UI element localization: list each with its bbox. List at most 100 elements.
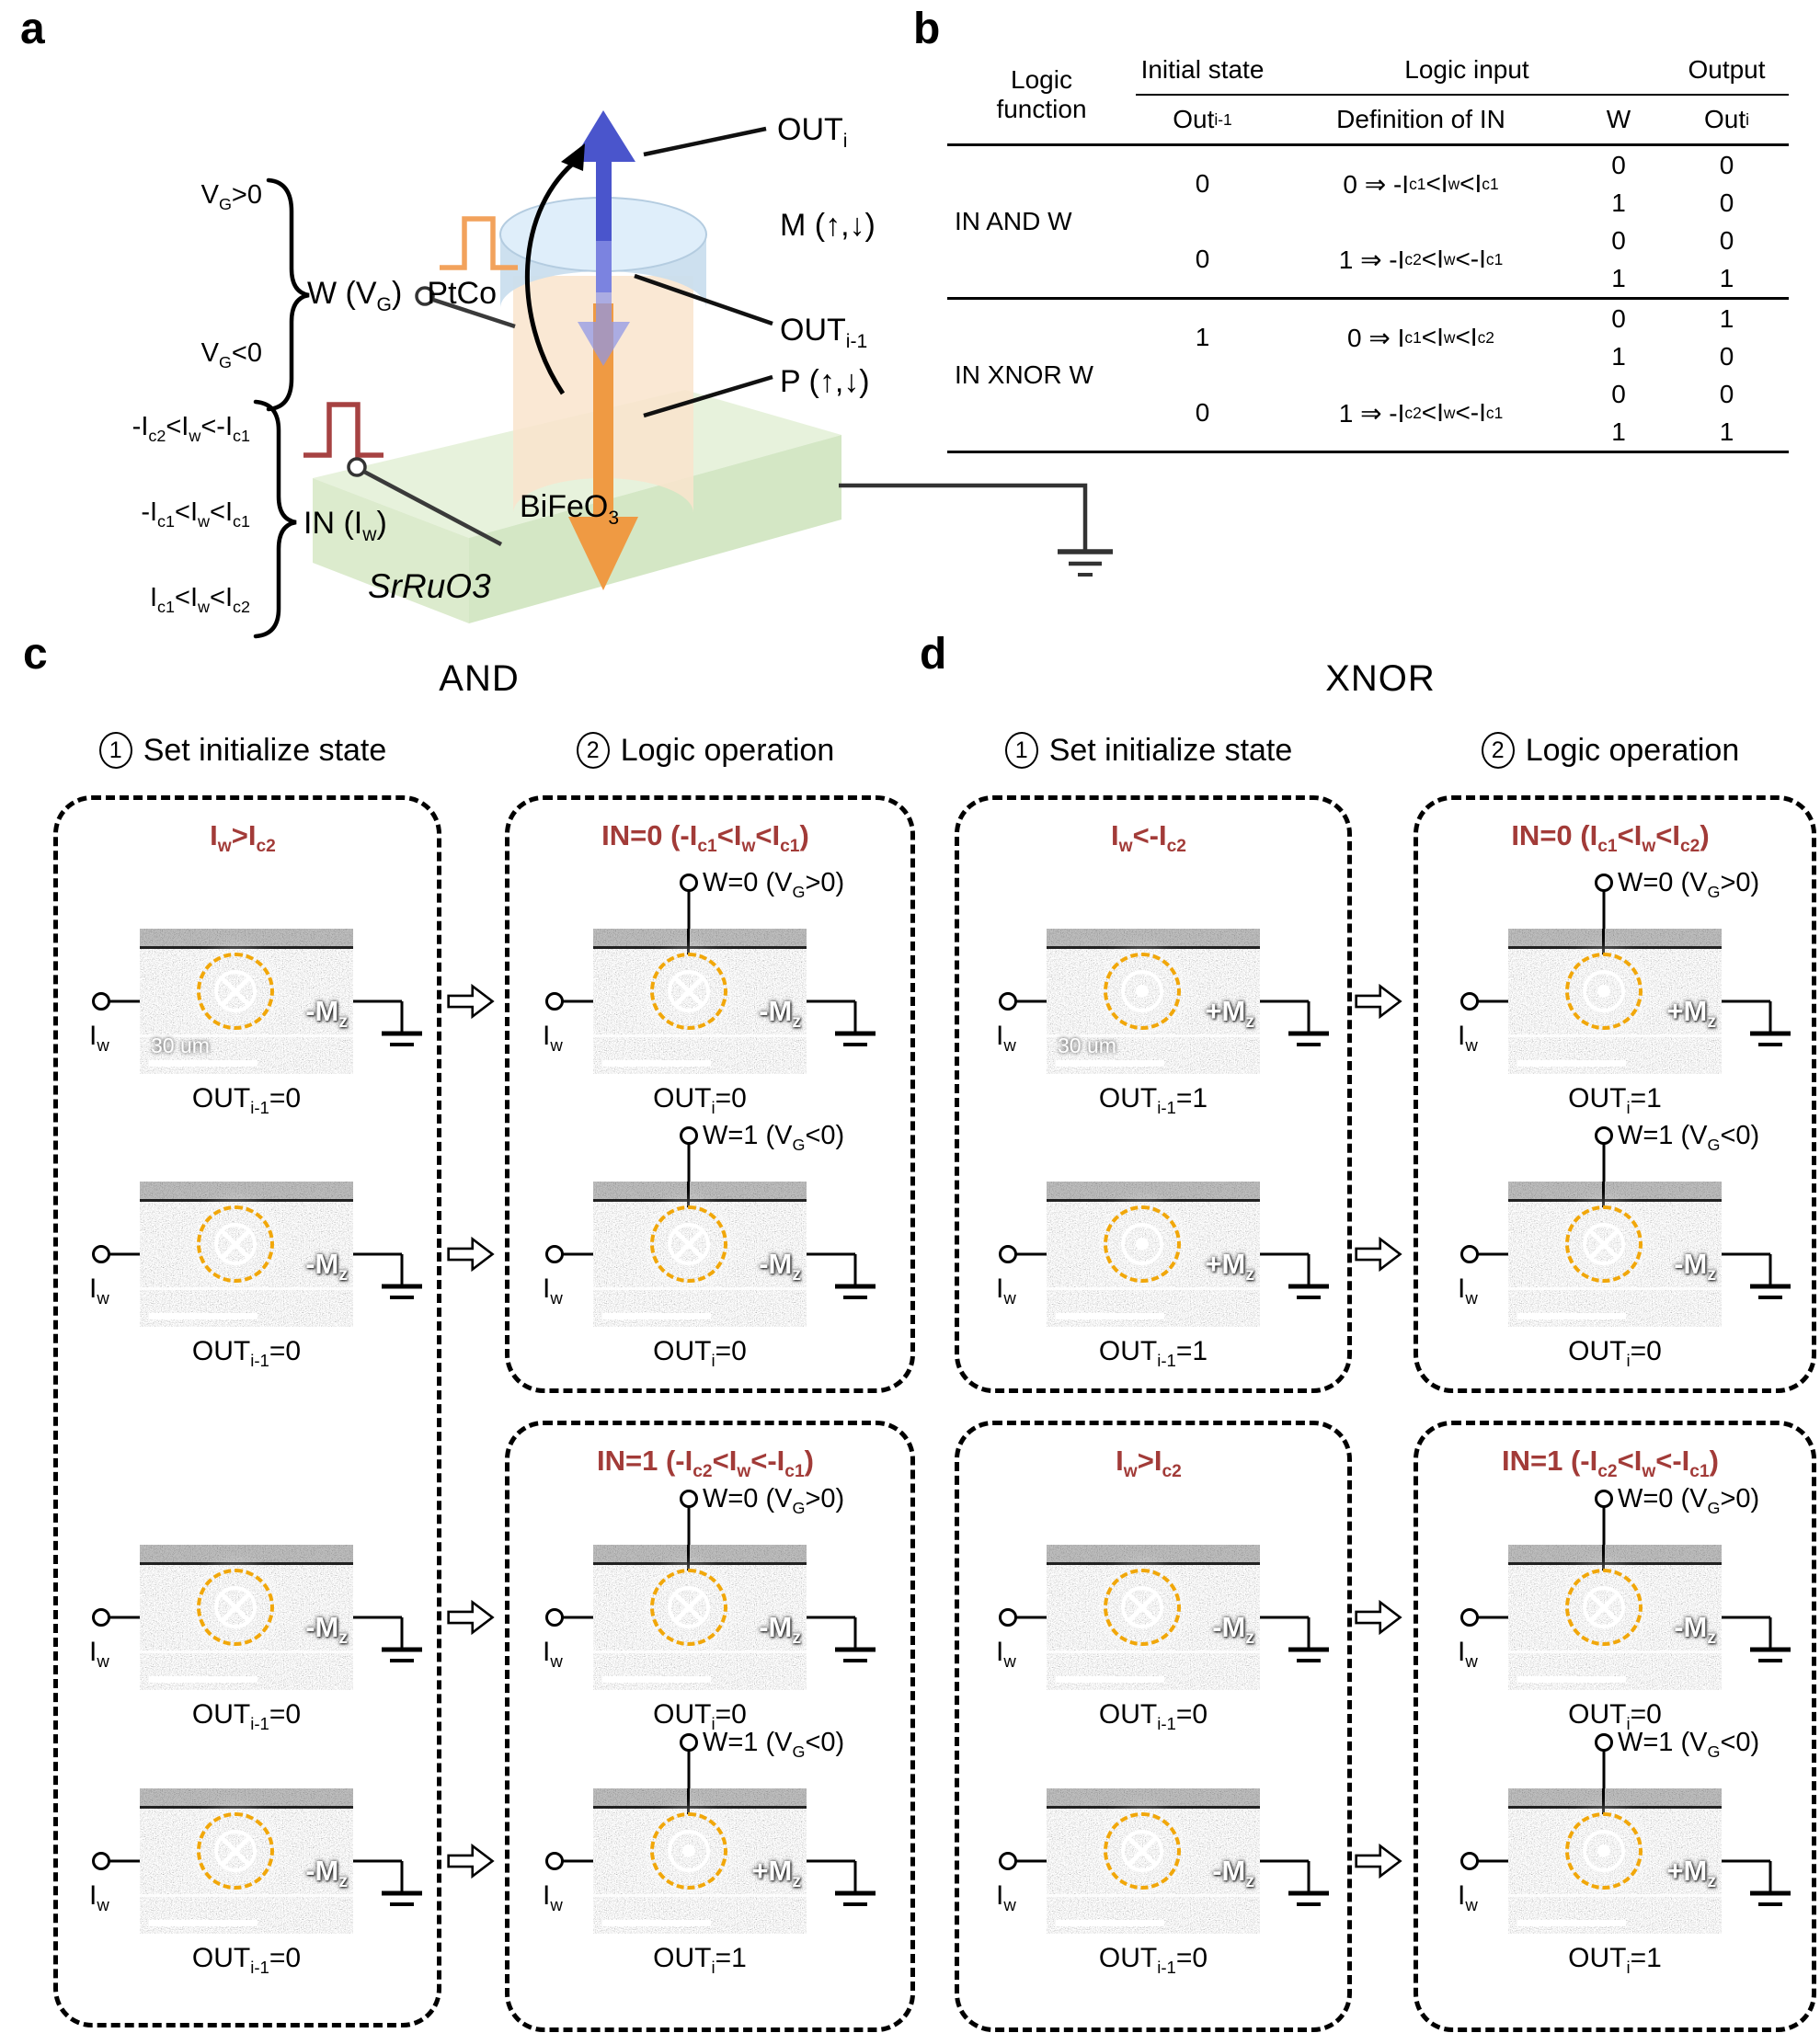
mz-label: -Mz [1674,1248,1716,1285]
table-section-and: IN AND W 0 0 ⇒ -I c1 <I w <I c1 0 0 1 0 0 1 ⇒… [947,146,1789,297]
panel-d-title: XNOR [1325,658,1436,699]
mfm-image: +Mz [1047,1182,1260,1327]
scale-label: 30 um [1058,1034,1116,1057]
output-caption: OUTi-1=1 [1098,1083,1208,1117]
iw-label: Iw [996,1637,1016,1671]
scale-bar [1517,1060,1626,1067]
cell-out: 0 [1719,341,1734,371]
mz-label: -Mz [305,1248,348,1285]
circuit-wires [1460,874,1791,1046]
in-pulse-icon [303,402,383,458]
m-down-arrow [578,241,630,366]
m-label: M (↑,↓) [780,208,876,243]
scale-bar [602,1060,711,1067]
iw-label: Iw [89,1637,109,1671]
c-in1-condition: IN=1 (-Ic2<Iw<-Ic1) [597,1445,814,1482]
magnetization-symbol [1121,1586,1163,1628]
p-label: P (↑,↓) [780,364,870,399]
w-brace [266,177,310,412]
circuit-wires [999,1852,1329,1906]
circuit-wires [999,1245,1329,1299]
table-rule [947,297,1789,300]
w-terminal [415,286,516,329]
iw-label: Iw [543,1273,563,1308]
magnetization-symbol [214,1223,257,1265]
panel-c-title: AND [439,658,520,699]
micrograph-cell: W=1 (VG<0) Iw +Mz OUTi=1 [543,1728,929,1983]
circuit-wires [545,1733,876,1906]
mfm-image: -Mz [593,929,807,1074]
scale-bar [149,1313,258,1319]
micrograph-cell: Iw -Mz OUTi-1=0 [996,1545,1382,1740]
cell-out: 1 [1719,263,1734,292]
w-input-label: W=0 (VG>0) [703,868,845,901]
truth-table: Logic function Initial state Logic input … [947,46,1789,453]
domain-circle [650,1569,727,1646]
micrograph-cell: W=1 (VG<0) Iw -Mz OUTi=0 [543,1121,929,1376]
output-caption: OUTi=0 [1568,1336,1662,1370]
vg-negative-label: VG<0 [200,338,262,371]
domain-circle [197,1205,274,1283]
output-caption: OUTi=0 [653,1336,747,1370]
mfm-image: +Mz [593,1788,807,1934]
iw-label: Iw [1458,1021,1478,1055]
cell-out: 0 [1719,188,1734,217]
mfm-image: +Mz 30 um [1047,929,1260,1074]
w-input-label: W=1 (VG<0) [703,1728,845,1761]
mz-label: -Mz [759,1248,801,1285]
cell-out: 1 [1719,417,1734,446]
step-number-icon: 1 [1004,732,1038,769]
mfm-image: -Mz [140,1182,353,1327]
mfm-image: -Mz [593,1545,807,1690]
cell-prev: 0 [1195,245,1210,273]
output-caption: OUTi=0 [653,1083,747,1117]
mfm-image: -Mz 30 um [140,929,353,1074]
mfm-image: -Mz [593,1182,807,1327]
magnetization-symbol [668,1830,710,1872]
cell-out: 0 [1719,150,1734,179]
mfm-image: -Mz [1047,1788,1260,1934]
scale-bar [149,1060,258,1067]
output-caption: OUTi=1 [1568,1083,1662,1117]
flow-arrow-icon [1353,983,1404,1020]
scale-bar [602,1676,711,1683]
domain-circle [197,953,274,1030]
in-terminal [347,457,503,546]
mz-label: -Mz [305,1611,348,1649]
circuit-wires [545,1490,876,1662]
col-logic-input: Logic input [1404,55,1529,84]
domain-circle [650,1812,727,1890]
output-caption: OUTi-1=0 [191,1943,302,1977]
micrograph-cell: W=0 (VG>0) Iw -Mz OUTi=0 [543,868,929,1124]
scale-bar [602,1313,711,1319]
step-set-initialize: 1 Set initialize state [53,732,432,769]
cell-def: 1 ⇒ -I c2 <I w <-I c1 [1338,398,1504,428]
cell-prev: 0 [1195,169,1210,198]
ground-icon [839,483,1113,577]
circuit-wires [999,992,1329,1046]
subcol-out-i: Out i [1704,105,1749,133]
in-cond-1: -Ic2<Iw<-Ic1 [132,412,250,445]
domain-circle [1565,1569,1643,1646]
vg-positive-label: VG>0 [200,180,262,213]
panel-b-label: b [913,5,941,53]
circuit-wires [545,874,876,1046]
function-name: IN XNOR W [955,360,1093,389]
circuit-wires [92,1245,422,1299]
d-init-condition-1: Iw<-Ic2 [1111,819,1186,857]
mz-label: +Mz [1205,1248,1254,1285]
output-caption: OUTi-1=1 [1098,1336,1208,1370]
switch-arrow-icon [524,143,585,395]
cell-w: 0 [1611,225,1626,255]
magnetization-symbol [1121,1830,1163,1872]
domain-circle [1565,1205,1643,1283]
iw-label: Iw [543,1880,563,1914]
domain-circle [1104,1205,1181,1283]
c-init-box [53,795,441,2027]
scale-bar [1517,1313,1626,1319]
flow-arrow-icon [1353,1843,1404,1879]
output-caption: OUTi=1 [1568,1943,1662,1977]
scale-bar [149,1920,258,1926]
in-cond-3: Ic1<Iw<Ic2 [149,583,250,616]
header-rule [1136,94,1789,96]
